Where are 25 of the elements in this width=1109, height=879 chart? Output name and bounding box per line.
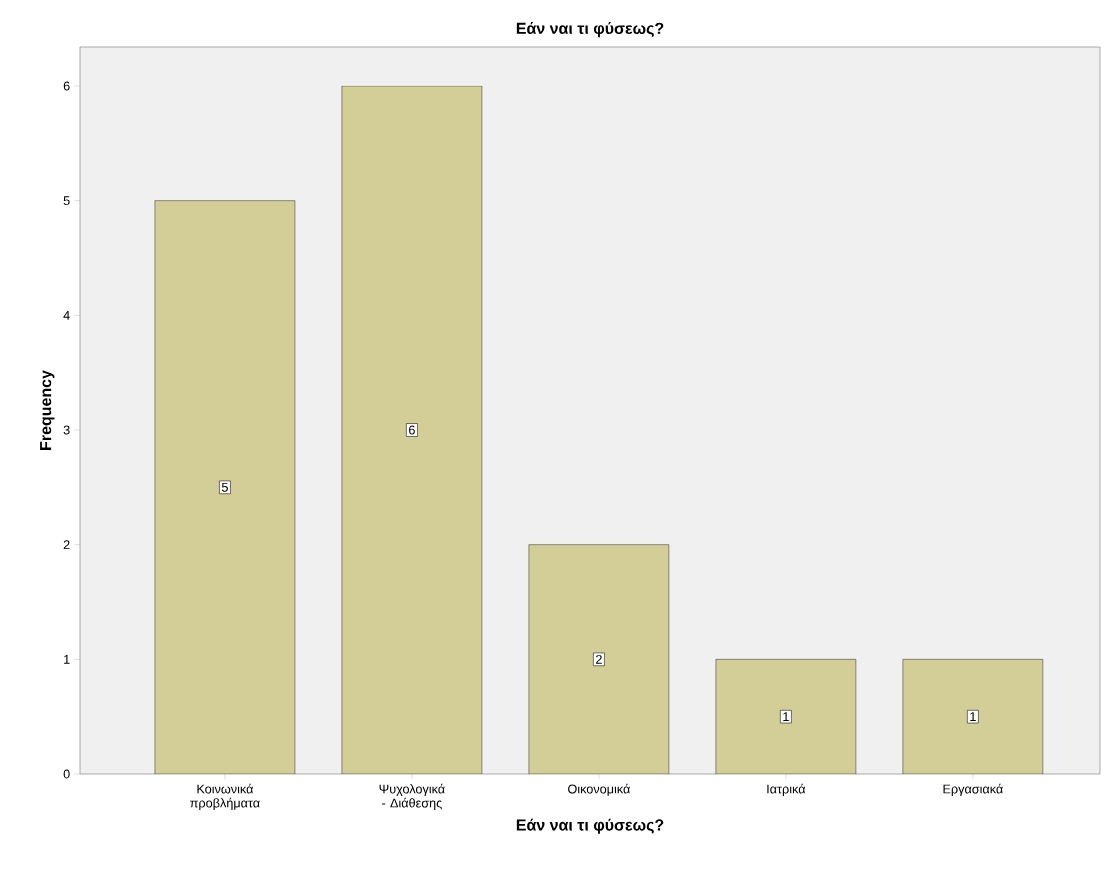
data-label: 1 (783, 712, 789, 722)
bar (902, 659, 1044, 774)
y-tick-label: 1 (64, 654, 70, 664)
y-tick-label: 2 (63, 540, 70, 550)
bar (528, 544, 670, 774)
y-tick-label: 6 (63, 81, 70, 91)
data-label: 2 (596, 654, 602, 664)
bar (341, 85, 483, 774)
x-tick-label: Εργασιακά (943, 783, 1003, 796)
x-axis-title: Εάν ναι τι φύσεως? (516, 818, 664, 834)
y-tick-label: 3 (63, 425, 70, 435)
data-label: 1 (970, 712, 976, 722)
y-axis-title: Frequency (40, 370, 55, 450)
y-tick-label: 0 (63, 769, 70, 779)
bar (154, 200, 296, 774)
x-tick-label: Οικονομικά (568, 783, 630, 796)
data-label: 6 (409, 425, 415, 435)
x-tick-label: Ψυχολογικά - Διάθεσης (379, 783, 445, 810)
y-tick-label: 5 (63, 196, 70, 206)
y-tick-label: 4 (63, 310, 70, 320)
x-tick-label: Ιατρικά (767, 783, 806, 796)
chart-title: Εάν ναι τι φύσεως? (516, 22, 664, 38)
data-label: 5 (221, 482, 228, 492)
x-tick-label: Κοινωνικά προβλήματα (190, 783, 260, 810)
bar (715, 659, 857, 774)
